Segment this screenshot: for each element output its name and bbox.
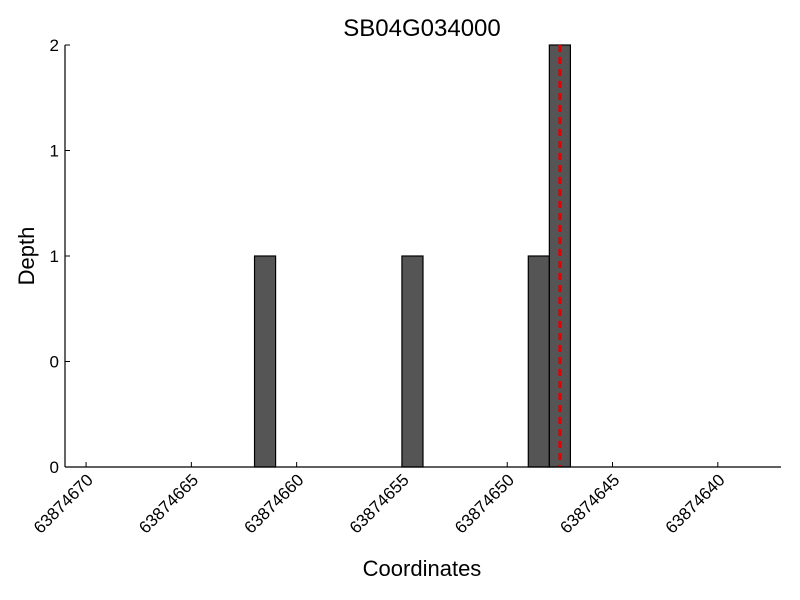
y-tick-label: 0 (50, 353, 59, 372)
y-tick-label: 0 (50, 458, 59, 477)
x-axis-label: Coordinates (363, 556, 482, 581)
x-tick-label: 63874665 (135, 470, 202, 537)
x-tick-label: 63874655 (346, 470, 413, 537)
y-axis-label: Depth (14, 227, 39, 286)
x-tick-label: 63874670 (30, 470, 97, 537)
x-tick-label: 63874640 (662, 470, 729, 537)
chart-title: SB04G034000 (343, 15, 500, 42)
bar (253, 255, 277, 468)
x-tick-label: 63874650 (451, 470, 518, 537)
y-tick-label: 1 (50, 247, 59, 266)
x-tick-label: 63874645 (556, 470, 623, 537)
x-tick-label: 63874660 (241, 470, 308, 537)
bar (401, 255, 424, 468)
bar (527, 255, 550, 468)
y-tick-label: 1 (50, 142, 59, 161)
y-tick-label: 2 (50, 36, 59, 55)
